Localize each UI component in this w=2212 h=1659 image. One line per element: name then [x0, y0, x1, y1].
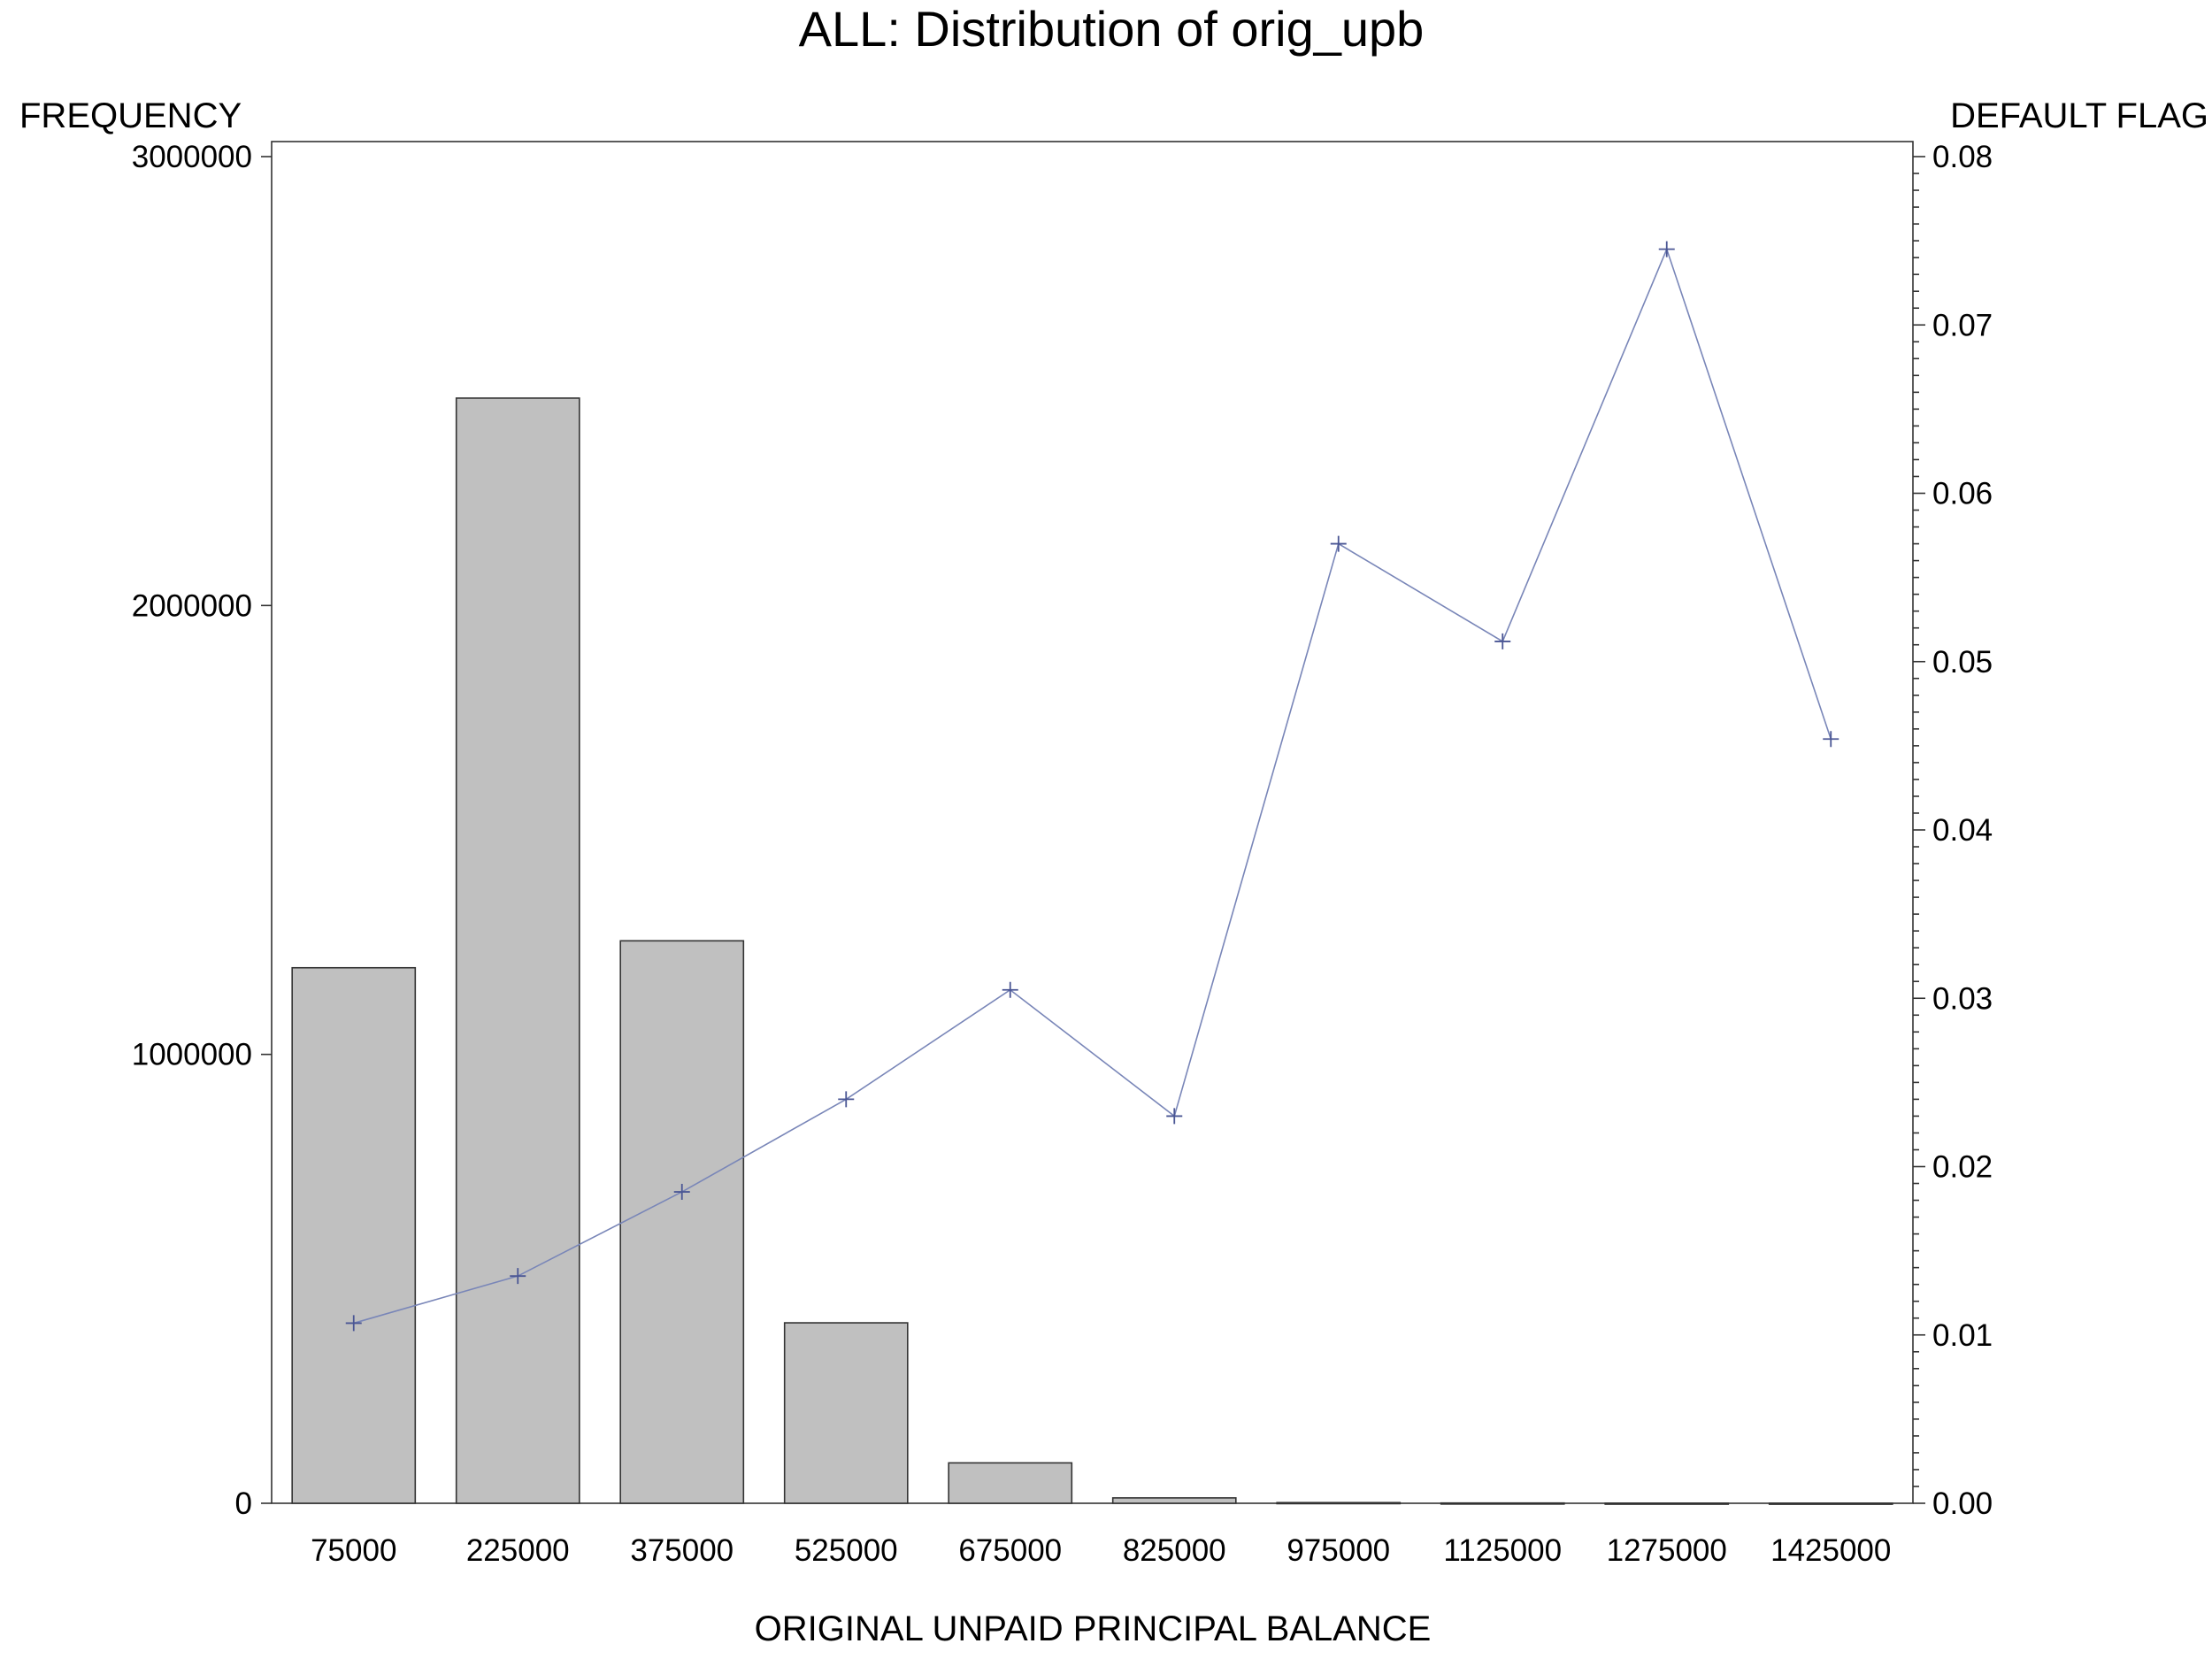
default-flag-line: [353, 247, 1832, 1325]
chart-title: ALL: Distribution of orig_upb: [799, 1, 1425, 57]
y2-tick-label: 0.04: [1932, 813, 1993, 848]
y-axis-title: FREQUENCY: [19, 96, 242, 135]
line-layer: [345, 241, 1839, 1332]
line-point-marker: [1330, 535, 1347, 552]
y2-tick-label: 0.05: [1932, 645, 1993, 680]
y2-tick-label: 0.00: [1932, 1486, 1993, 1521]
x-tick-label: 225000: [466, 1533, 570, 1568]
x-tick-label: 375000: [630, 1533, 733, 1568]
x-tick-label: 825000: [1123, 1533, 1226, 1568]
x-tick-label: 675000: [958, 1533, 1062, 1568]
line-point-marker: [1823, 731, 1839, 748]
bar: [619, 940, 745, 1504]
y-tick-label: 1000000: [132, 1038, 252, 1072]
y-tick-label: 0: [235, 1486, 252, 1521]
bar: [948, 1462, 1073, 1504]
bar: [455, 397, 580, 1504]
line-point-marker: [1658, 241, 1675, 257]
bar: [1440, 1502, 1565, 1505]
x-tick-label: 75000: [311, 1533, 396, 1568]
line-point-marker: [673, 1184, 690, 1201]
x-tick-label: 1275000: [1607, 1533, 1727, 1568]
right-axis: 0.00 0.01 0.02 0.03 0.04 0.05 0.06 0.07 0.08: [1913, 140, 1993, 1521]
y2-tick-label: 0.02: [1932, 1150, 1993, 1185]
y-tick-label: 3000000: [132, 140, 252, 174]
line-point-marker: [838, 1091, 855, 1108]
line-point-marker: [1494, 633, 1511, 649]
x-axis-title: ORIGINAL UNPAID PRINCIPAL BALANCE: [755, 1609, 1432, 1648]
x-tick-label: 975000: [1286, 1533, 1390, 1568]
bar: [1111, 1497, 1237, 1504]
y2-tick-label: 0.01: [1932, 1318, 1993, 1353]
bar: [783, 1322, 909, 1504]
x-tick-label: 1425000: [1770, 1533, 1891, 1568]
y2-tick-label: 0.08: [1932, 140, 1993, 174]
bar: [1768, 1502, 1893, 1505]
x-tick-label: 525000: [795, 1533, 898, 1568]
bar: [1276, 1502, 1402, 1505]
x-tick-label: 1125000: [1443, 1533, 1562, 1568]
line-point-marker: [345, 1315, 362, 1332]
left-axis: 0 1000000 2000000 3000000: [132, 140, 272, 1521]
line-point-marker: [1166, 1108, 1183, 1125]
y2-tick-label: 0.03: [1932, 981, 1993, 1016]
bars-layer: [291, 397, 1893, 1505]
x-axis: 75000 225000 375000 525000 675000 825000 97500…: [311, 1533, 1891, 1568]
y2-axis-title: DEFAULT FLAG: [1950, 96, 2208, 135]
line-point-marker: [510, 1268, 526, 1285]
y2-tick-label: 0.06: [1932, 477, 1993, 511]
y-tick-label: 2000000: [132, 588, 252, 623]
bar: [291, 966, 417, 1504]
y2-tick-label: 0.07: [1932, 308, 1993, 342]
bar: [1604, 1502, 1730, 1505]
line-point-marker: [1002, 981, 1018, 998]
plot-frame: [271, 141, 1914, 1504]
